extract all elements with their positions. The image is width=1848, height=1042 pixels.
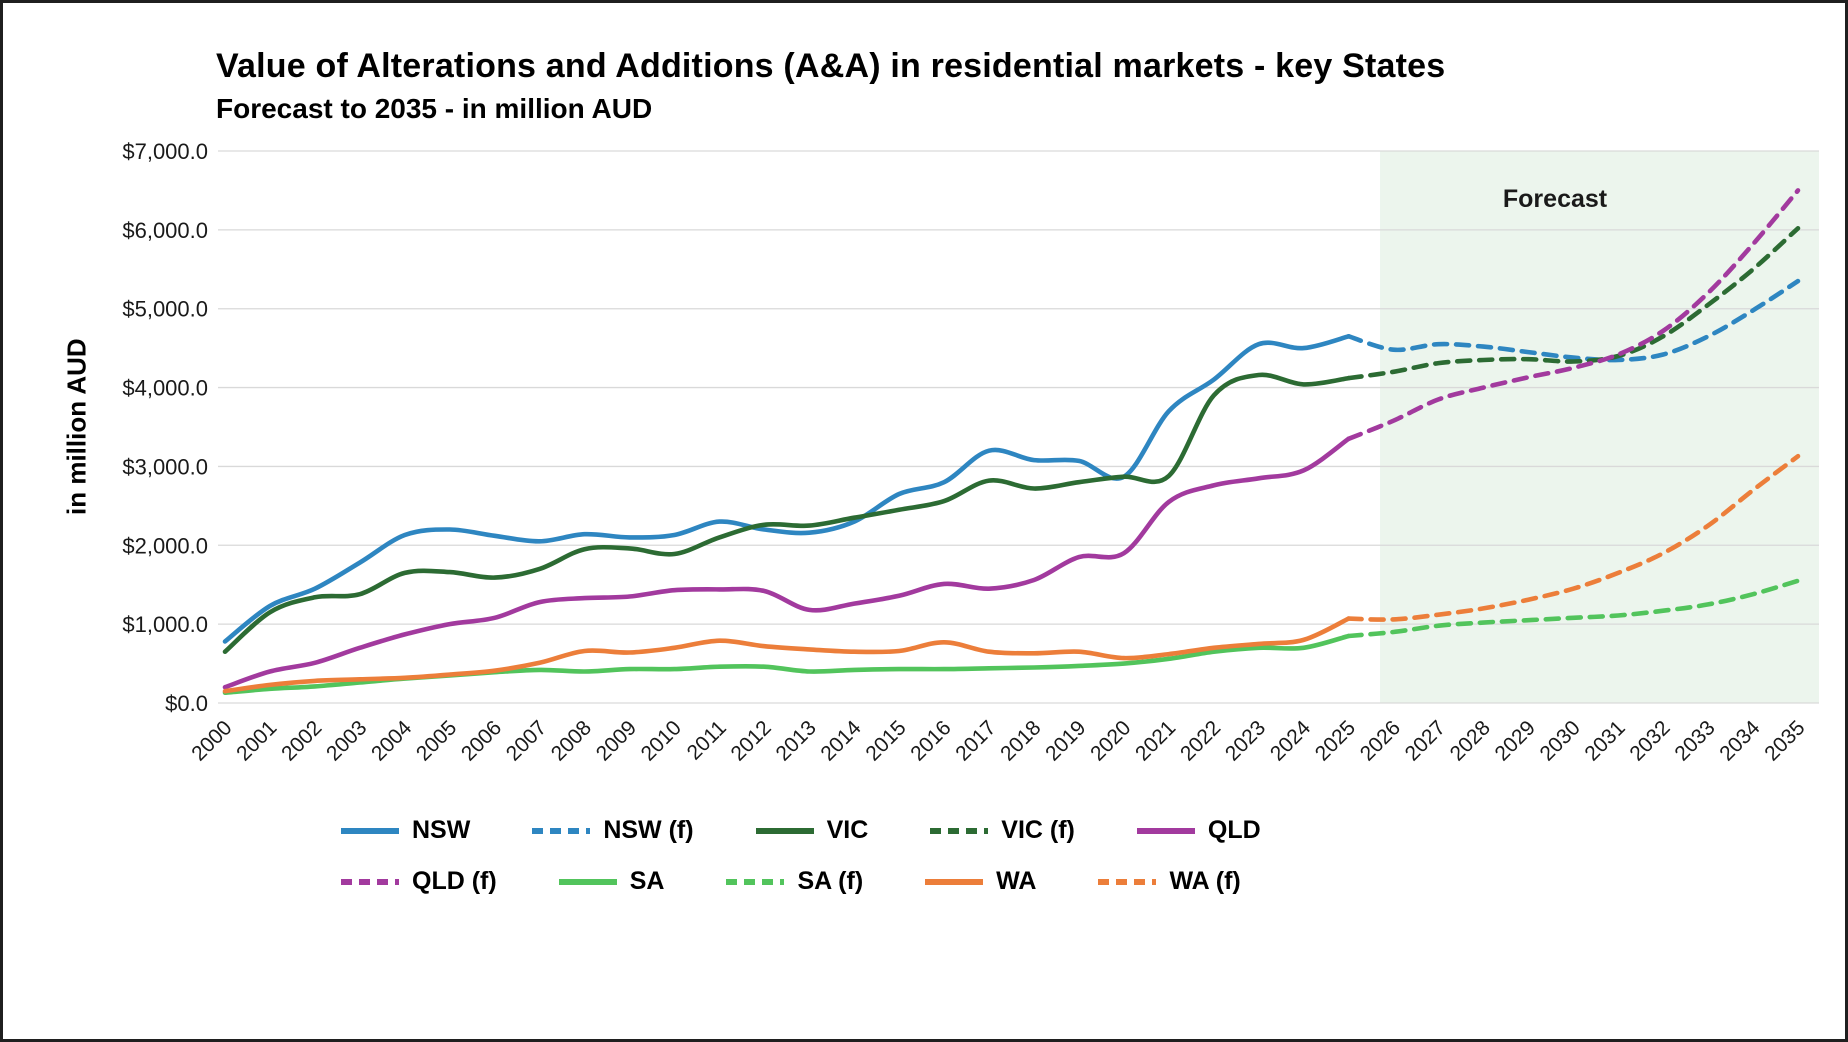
chart-subtitle: Forecast to 2035 - in million AUD (216, 93, 653, 124)
legend-label: SA (f) (797, 867, 864, 895)
legend-swatch-line (532, 827, 591, 834)
y-tick-label: $4,000.0 (122, 376, 208, 401)
legend-swatch-line (1136, 827, 1195, 834)
legend-row-1: NSW NSW (f) VIC VIC (f) QLD (341, 816, 1261, 845)
legend-swatch-line (558, 878, 617, 885)
legend-item-vic-f: VIC (f) (930, 816, 1075, 845)
legend-label: VIC (826, 816, 869, 844)
x-tick-label: 2007 (502, 716, 551, 765)
legend-swatch-line (755, 827, 814, 834)
legend-item-wa: WA (925, 867, 1036, 896)
x-tick-label: 2011 (683, 716, 731, 764)
series-line-nsw (222, 334, 1351, 644)
x-tick-label: 2001 (232, 716, 281, 765)
legend-item-qld: QLD (1136, 816, 1261, 845)
x-tick-label: 2014 (816, 716, 866, 766)
y-tick-label: $0.0 (165, 691, 208, 716)
legend-item-sa-f: SA (f) (726, 867, 863, 896)
legend-label: WA (996, 867, 1037, 895)
x-tick-label: 2018 (996, 716, 1045, 765)
legend-label: WA (f) (1169, 867, 1241, 895)
x-tick-label: 2012 (727, 716, 776, 765)
x-tick-label: 2031 (1580, 716, 1629, 765)
legend-swatch-line (930, 827, 989, 834)
x-tick-label: 2019 (1041, 716, 1090, 765)
y-tick-label: $1,000.0 (122, 612, 208, 637)
legend-swatch-line (726, 878, 785, 885)
x-tick-label: 2027 (1401, 716, 1450, 765)
x-tick-label: 2030 (1536, 716, 1585, 765)
x-tick-label: 2035 (1760, 716, 1809, 765)
series-line-sa (222, 633, 1351, 695)
legend-item-vic: VIC (755, 816, 869, 845)
x-tick-label: 2009 (592, 716, 641, 765)
x-tick-label: 2028 (1446, 716, 1495, 765)
x-tick-label: 2020 (1086, 716, 1135, 765)
x-tick-label: 2029 (1491, 716, 1540, 765)
legend-label: VIC (f) (1001, 816, 1075, 844)
x-tick-label: 2034 (1715, 716, 1765, 766)
x-tick-label: 2022 (1176, 716, 1225, 765)
forecast-annotation: Forecast (1502, 185, 1608, 213)
chart-legend: NSW NSW (f) VIC VIC (f) QLD QLD (f) SA SA (f) W… (341, 816, 1261, 918)
legend-item-nsw: NSW (341, 816, 470, 845)
x-tick-label: 2013 (771, 716, 820, 765)
x-tick-label: 2026 (1356, 716, 1405, 765)
x-tick-label: 2004 (367, 716, 417, 766)
x-tick-label: 2010 (637, 716, 686, 765)
legend-swatch-line (925, 878, 984, 885)
legend-item-wa-f: WA (f) (1098, 867, 1241, 896)
y-tick-label: $5,000.0 (122, 297, 208, 322)
legend-item-nsw-f: NSW (f) (532, 816, 694, 845)
legend-swatch-line (341, 878, 399, 885)
x-tick-label: 2025 (1311, 716, 1360, 765)
series-line-vic (222, 372, 1351, 654)
x-tick-label: 2032 (1625, 716, 1674, 765)
legend-label: NSW (412, 816, 471, 844)
series-line-sa-f (1346, 578, 1801, 639)
forecast-region (1380, 151, 1819, 703)
x-tick-label: 2005 (412, 716, 461, 765)
series-line-qld (222, 436, 1351, 690)
x-tick-label: 2003 (322, 716, 371, 765)
x-tick-label: 2017 (951, 716, 1000, 765)
x-tick-label: 2002 (277, 716, 326, 765)
legend-label: SA (629, 867, 665, 895)
chart-title: Value of Alterations and Additions (A&A)… (216, 47, 1446, 85)
series-line-nsw-f (1346, 278, 1801, 363)
x-tick-label: 2024 (1266, 716, 1316, 766)
legend-label: QLD (f) (412, 867, 497, 895)
legend-item-sa: SA (558, 867, 665, 896)
legend-label: NSW (f) (603, 816, 694, 844)
x-tick-label: 2016 (906, 716, 955, 765)
x-tick-label: 2006 (457, 716, 506, 765)
legend-swatch-line (1098, 878, 1157, 885)
series-line-wa (222, 616, 1351, 694)
legend-swatch-line (341, 827, 399, 834)
series-line-wa-f (1346, 453, 1801, 622)
x-tick-label: 2015 (861, 716, 910, 765)
legend-row-2: QLD (f) SA SA (f) WA WA (f) (341, 867, 1261, 896)
series-line-vic-f (1346, 226, 1801, 381)
y-tick-label: $7,000.0 (122, 139, 208, 164)
series-line-qld-f (1346, 188, 1801, 442)
legend-item-qld-f: QLD (f) (341, 867, 497, 896)
x-tick-label: 2023 (1221, 716, 1270, 765)
y-tick-label: $3,000.0 (122, 454, 208, 479)
y-tick-label: $6,000.0 (122, 218, 208, 243)
y-tick-label: $2,000.0 (122, 533, 208, 558)
x-tick-label: 2021 (1131, 716, 1180, 765)
x-tick-label: 2000 (187, 716, 236, 765)
x-tick-label: 2008 (547, 716, 596, 765)
x-tick-label: 2033 (1670, 716, 1719, 765)
line-chart: $0.0 $1,000.0 $2,000.0 $3,000.0 $4,000.0 $5,0… (122, 139, 1819, 766)
legend-label: QLD (1207, 816, 1261, 844)
